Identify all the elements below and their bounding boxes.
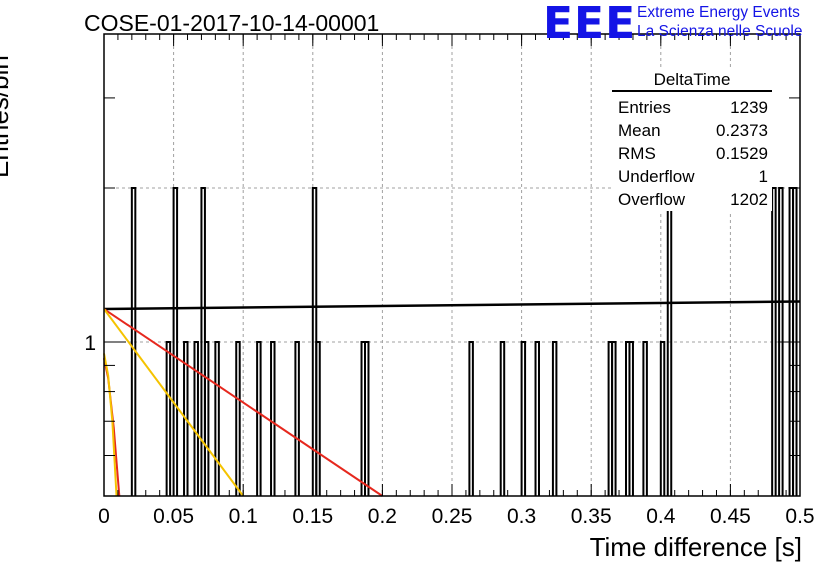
histogram-bin — [499, 341, 506, 496]
stats-label: Underflow — [618, 167, 695, 186]
fit-curve — [103, 353, 118, 497]
stats-label: RMS — [618, 144, 656, 163]
eee-logo-mark: EEE — [543, 0, 637, 49]
logo-line-2: La Scienza nelle Scuole — [637, 23, 803, 40]
stats-label: Mean — [618, 121, 661, 140]
stats-label: Overflow — [618, 190, 686, 209]
stats-row: Mean 0.2373 — [612, 119, 772, 142]
y-axis-label: Entries/bin — [0, 55, 14, 178]
histogram-bin — [270, 341, 276, 496]
histogram-bin — [520, 341, 527, 496]
histogram-bin — [534, 341, 540, 496]
histogram-bin — [214, 341, 220, 496]
histogram-bin — [315, 341, 321, 496]
histogram-bin — [468, 341, 474, 496]
x-tick-label: 0.3 — [507, 505, 536, 528]
eee-logo-text: Extreme Energy Events La Scienza nelle S… — [637, 3, 802, 41]
histogram-bin — [183, 341, 189, 496]
logo-line-1: Extreme Energy Events — [637, 4, 800, 21]
x-tick-label: 0.1 — [229, 505, 258, 528]
x-tick-label: 0.45 — [710, 505, 751, 528]
histogram-bin — [203, 341, 210, 496]
fit-curve — [103, 300, 801, 311]
stats-row: Entries 1239 — [612, 96, 772, 119]
histogram-bin — [364, 341, 370, 496]
stats-row: Overflow 1202 — [612, 188, 772, 211]
stats-row: Underflow 1 — [612, 165, 772, 188]
stats-value: 1 — [758, 167, 768, 186]
x-tick-label: 0.15 — [292, 505, 333, 528]
fit-curve — [103, 357, 121, 497]
stats-title: DeltaTime — [612, 70, 772, 92]
run-title: COSE-01-2017-10-14-00001 — [84, 10, 380, 36]
x-tick-label: 0.35 — [571, 505, 612, 528]
stats-box: DeltaTime Entries 1239 Mean 0.2373 RMS 0.15… — [612, 70, 772, 211]
fit-curve — [103, 308, 245, 497]
histogram-bin — [659, 341, 666, 496]
histogram-bin — [193, 341, 199, 496]
histogram-bin — [165, 341, 172, 496]
fit-curve — [103, 308, 383, 497]
x-tick-label: 0 — [98, 505, 110, 528]
stats-value: 0.1529 — [716, 144, 768, 163]
histogram-bin — [551, 341, 558, 496]
x-tick-label: 0.5 — [785, 505, 814, 528]
x-tick-label: 0.25 — [432, 505, 473, 528]
x-tick-label: 0.05 — [153, 505, 194, 528]
histogram-bin — [256, 341, 262, 496]
histogram-bin — [642, 341, 648, 496]
y-tick-label: 1 — [84, 332, 96, 355]
x-tick-label: 0.4 — [646, 505, 676, 528]
x-tick-label: 0.2 — [368, 505, 397, 528]
histogram-bin — [611, 341, 617, 496]
histogram-bin — [771, 187, 777, 496]
stats-value: 1202 — [730, 190, 768, 209]
stats-row: RMS 0.1529 — [612, 142, 772, 165]
stats-value: 1239 — [730, 98, 768, 117]
histogram-bin — [130, 187, 137, 496]
histogram-bin — [172, 187, 179, 496]
stats-label: Entries — [618, 98, 671, 117]
histogram-bin — [628, 341, 634, 496]
stats-value: 0.2373 — [716, 121, 768, 140]
histogram-bin — [294, 341, 300, 496]
x-axis-label: Time difference [s] — [589, 532, 802, 562]
histogram-bin — [235, 341, 241, 496]
